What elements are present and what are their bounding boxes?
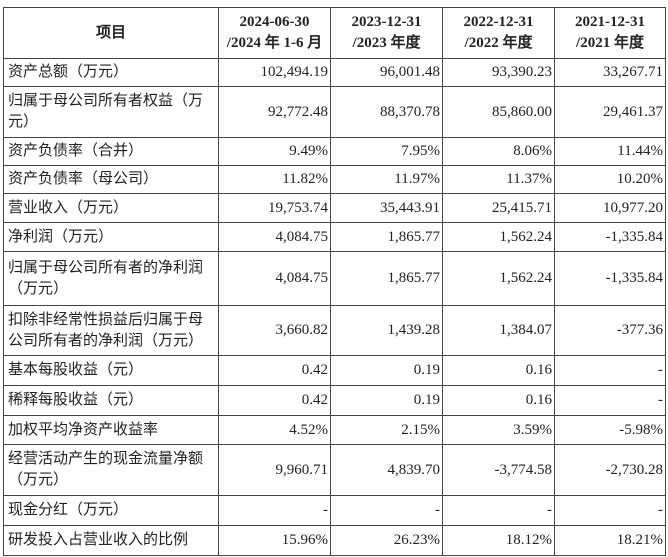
row-value: -1,335.84 <box>554 251 666 306</box>
row-label: 归属于母公司所有者权益（万元） <box>3 86 219 138</box>
row-value: 1,439.28 <box>330 305 443 356</box>
row-value: 29,461.37 <box>554 86 666 138</box>
row-value: - <box>554 385 666 416</box>
row-value: 4,084.75 <box>218 251 331 306</box>
table-row: 资产负债率（合并） 9.49% 7.95% 8.06% 11.44% <box>3 137 666 166</box>
table-row: 经营活动产生的现金流量净额（万元） 9,960.71 4,839.70 -3,774.… <box>3 444 666 496</box>
table-row: 稀释每股收益（元） 0.42 0.19 0.16- <box>3 385 666 416</box>
period-label: /2023 年度 <box>352 35 421 51</box>
row-label: 资产负债率（合并） <box>3 137 219 166</box>
table-row: 资产总额（万元） 102,494.19 96,001.48 93,390.23 33,2… <box>3 58 666 87</box>
row-value: 9.49% <box>218 137 331 166</box>
row-value: 25,415.71 <box>442 193 555 223</box>
period-date: 2024-06-30 <box>239 14 310 30</box>
row-value: 15.96% <box>218 525 331 556</box>
row-value: 18.12% <box>442 525 555 556</box>
table-row: 归属于母公司所有者的净利润（万元） 4,084.75 1,865.77 1,562.2… <box>3 251 666 306</box>
row-label: 研发投入占营业收入的比例 <box>3 525 219 556</box>
row-value: 2.15% <box>330 415 443 445</box>
table-row: 净利润（万元） 4,084.75 1,865.77 1,562.24 -1,335.84 <box>3 222 666 252</box>
row-value: 11.82% <box>218 165 331 194</box>
row-value: 92,772.48 <box>218 86 331 138</box>
row-value: -3,774.58 <box>442 444 555 496</box>
table-row: 扣除非经常性损益后归属于母公司所有者的净利润（万元） 3,660.82 1,439.… <box>3 305 666 356</box>
row-value: 33,267.71 <box>554 58 666 87</box>
row-value: 96,001.48 <box>330 58 443 87</box>
row-value: 11.44% <box>554 137 666 166</box>
row-value: 4,084.75 <box>218 222 331 252</box>
row-label: 资产总额（万元） <box>3 58 219 87</box>
row-value: 0.19 <box>330 385 443 416</box>
row-value: 7.95% <box>330 137 443 166</box>
row-value: 0.16 <box>442 385 555 416</box>
row-value: 26.23% <box>330 525 443 556</box>
row-label: 基本每股收益（元） <box>3 355 219 386</box>
row-value: 88,370.78 <box>330 86 443 138</box>
row-value: - <box>554 495 666 526</box>
row-value: 4.52% <box>218 415 331 445</box>
row-value: -5.98% <box>554 415 666 445</box>
row-value: 85,860.00 <box>442 86 555 138</box>
row-value: 1,562.24 <box>442 222 555 252</box>
row-value: 93,390.23 <box>442 58 555 87</box>
period-date: 2023-12-31 <box>351 14 422 30</box>
period-label: /2022 年度 <box>464 35 533 51</box>
row-value: -377.36 <box>554 305 666 356</box>
row-value: 11.37% <box>442 165 555 194</box>
period-date: 2021-12-31 <box>575 14 645 30</box>
row-label: 净利润（万元） <box>3 222 219 252</box>
row-value: 1,865.77 <box>330 222 443 252</box>
row-value: 0.19 <box>330 355 443 386</box>
row-label: 资产负债率（母公司） <box>3 165 219 194</box>
row-label: 归属于母公司所有者的净利润（万元） <box>3 251 219 306</box>
table-row: 基本每股收益（元） 0.42 0.19 0.16- <box>3 355 666 386</box>
row-value: -2,730.28 <box>554 444 666 496</box>
table-row: 现金分红（万元） - - - - <box>3 495 666 526</box>
row-value: -1,335.84 <box>554 222 666 252</box>
row-label: 现金分红（万元） <box>3 495 219 526</box>
table-row: 加权平均净资产收益率 4.52% 2.15% 3.59% -5.98% <box>3 415 666 445</box>
header-period: 2021-12-31/2021 年度 <box>554 7 666 59</box>
row-value: 1,865.77 <box>330 251 443 306</box>
period-label: /2024 年 1-6 月 <box>226 35 323 51</box>
row-value: 8.06% <box>442 137 555 166</box>
row-value: 35,443.91 <box>330 193 443 223</box>
row-value: 1,384.07 <box>442 305 555 356</box>
financial-summary-table: 项目 2024-06-30/2024 年 1-6 月 2023-12-31/20… <box>3 7 666 556</box>
table-header-row: 项目 2024-06-30/2024 年 1-6 月 2023-12-31/20… <box>3 7 666 59</box>
row-label: 经营活动产生的现金流量净额（万元） <box>3 444 219 496</box>
row-value: 1,562.24 <box>442 251 555 306</box>
table-row: 资产负债率（母公司） 11.82% 11.97% 11.37% 10.20% <box>3 165 666 194</box>
table-row: 研发投入占营业收入的比例 15.96% 26.23% 18.12% 18.21% <box>3 525 666 556</box>
row-value: 10.20% <box>554 165 666 194</box>
row-value: 0.42 <box>218 385 331 416</box>
row-value: 102,494.19 <box>218 58 331 87</box>
row-value: 11.97% <box>330 165 443 194</box>
row-value: 4,839.70 <box>330 444 443 496</box>
row-value: 10,977.20 <box>554 193 666 223</box>
row-value: - <box>330 495 443 526</box>
row-value: - <box>554 355 666 386</box>
period-date: 2022-12-31 <box>463 14 534 30</box>
row-value: 9,960.71 <box>218 444 331 496</box>
header-period: 2022-12-31/2022 年度 <box>442 7 555 59</box>
row-value: 3,660.82 <box>218 305 331 356</box>
period-label: /2021 年度 <box>576 35 644 51</box>
header-period: 2023-12-31/2023 年度 <box>330 7 443 59</box>
header-period: 2024-06-30/2024 年 1-6 月 <box>218 7 331 59</box>
row-label: 加权平均净资产收益率 <box>3 415 219 445</box>
table-row: 归属于母公司所有者权益（万元） 92,772.48 88,370.78 85,860.… <box>3 86 666 138</box>
row-value: 18.21% <box>554 525 666 556</box>
row-value: 19,753.74 <box>218 193 331 223</box>
table-row: 营业收入（万元） 19,753.74 35,443.91 25,415.71 10,97… <box>3 193 666 223</box>
row-value: - <box>218 495 331 526</box>
row-value: - <box>442 495 555 526</box>
row-label: 扣除非经常性损益后归属于母公司所有者的净利润（万元） <box>3 305 219 356</box>
row-label: 营业收入（万元） <box>3 193 219 223</box>
row-value: 3.59% <box>442 415 555 445</box>
header-item: 项目 <box>3 7 219 59</box>
row-value: 0.16 <box>442 355 555 386</box>
row-label: 稀释每股收益（元） <box>3 385 219 416</box>
row-value: 0.42 <box>218 355 331 386</box>
